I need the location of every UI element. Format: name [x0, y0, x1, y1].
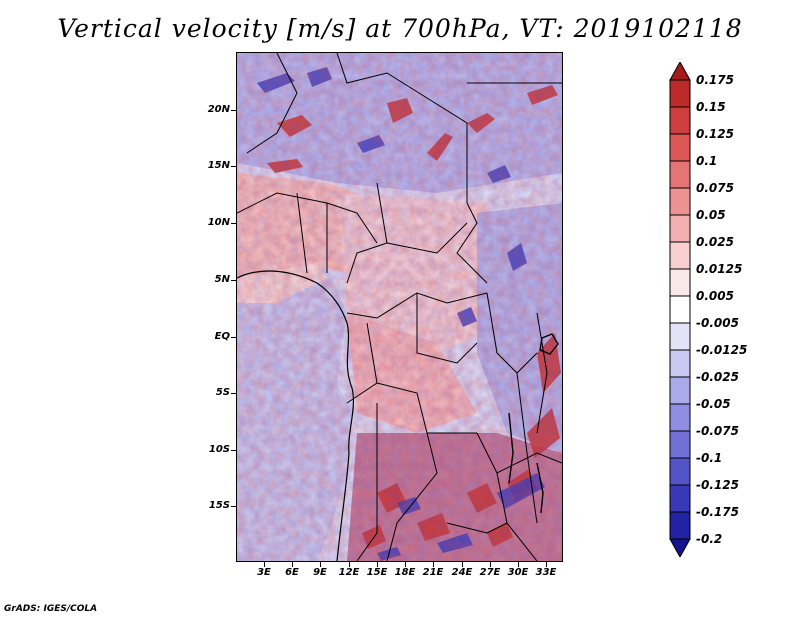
colorbar-swatch [669, 295, 691, 324]
colorbar-level-label: 0.175 [696, 73, 734, 87]
lat-label: 10S [208, 444, 230, 455]
lon-label: 24E [451, 567, 473, 578]
lon-tick [292, 562, 293, 567]
lon-label: 6E [285, 567, 299, 578]
colorbar-level-label: 0.0125 [696, 262, 743, 276]
lat-tick [231, 223, 236, 224]
colorbar [669, 62, 691, 557]
lon-label: 12E [338, 567, 360, 578]
lat-label: 5N [214, 274, 230, 285]
colorbar-top-arrow [669, 62, 691, 81]
colorbar-swatch [669, 187, 691, 216]
lat-tick [231, 393, 236, 394]
lon-label: 15E [366, 567, 388, 578]
coastline [237, 270, 355, 561]
colorbar-swatch [669, 214, 691, 243]
chart-title: Vertical velocity [m/s] at 700hPa, VT: 2… [57, 14, 743, 43]
lon-tick [433, 562, 434, 567]
colorbar-level-label: 0.05 [696, 208, 726, 222]
colorbar-swatch [669, 349, 691, 378]
lon-label: 33E [535, 567, 557, 578]
colorbar-swatch [669, 484, 691, 513]
colorbar-swatch [669, 457, 691, 486]
colorbar-swatch [669, 376, 691, 405]
colorbar-level-label: -0.175 [696, 505, 739, 519]
country-borders [237, 53, 562, 561]
colorbar-level-label: -0.025 [696, 370, 739, 384]
colorbar-level-label: 0.125 [696, 127, 734, 141]
lon-tick [546, 562, 547, 567]
lat-tick [231, 166, 236, 167]
colorbar-swatch [669, 430, 691, 459]
footer-credit: GrADS: IGES/COLA [4, 604, 98, 614]
colorbar-swatch [669, 133, 691, 162]
colorbar-swatch [669, 160, 691, 189]
lon-label: 3E [257, 567, 271, 578]
lat-label: EQ [214, 331, 230, 342]
lon-tick [462, 562, 463, 567]
colorbar-level-label: -0.1 [696, 451, 723, 465]
lat-tick [231, 337, 236, 338]
colorbar-swatch [669, 106, 691, 135]
colorbar-level-label: -0.005 [696, 316, 739, 330]
colorbar-level-label: -0.125 [696, 478, 739, 492]
lon-label: 18E [394, 567, 416, 578]
colorbar-bottom-arrow [669, 538, 691, 557]
lon-label: 9E [313, 567, 327, 578]
colorbar-level-label: 0.025 [696, 235, 734, 249]
colorbar-level-label: -0.0125 [696, 343, 748, 357]
field-noise-blue [237, 53, 562, 561]
colorbar-level-label: 0.15 [696, 100, 726, 114]
colorbar-level-label: 0.075 [696, 181, 734, 195]
lat-tick [231, 450, 236, 451]
lat-label: 5S [215, 387, 230, 398]
lon-tick [405, 562, 406, 567]
lake-malawi [536, 462, 544, 514]
lon-tick [490, 562, 491, 567]
lon-tick [349, 562, 350, 567]
lake-tanganyika [508, 412, 514, 484]
colorbar-swatch [669, 241, 691, 270]
lat-label: 20N [207, 104, 230, 115]
map-panel [236, 52, 563, 562]
lat-label: 10N [207, 217, 230, 228]
colorbar-swatch [669, 403, 691, 432]
colorbar-swatch [669, 79, 691, 108]
lat-tick [231, 280, 236, 281]
colorbar-level-label: 0.1 [696, 154, 718, 168]
colorbar-level-label: -0.05 [696, 397, 731, 411]
lon-tick [320, 562, 321, 567]
lon-label: 21E [422, 567, 444, 578]
colorbar-swatch [669, 322, 691, 351]
lat-label: 15N [207, 160, 230, 171]
lon-label: 27E [479, 567, 501, 578]
lon-tick [264, 562, 265, 567]
colorbar-level-label: -0.2 [696, 532, 723, 546]
lon-tick [518, 562, 519, 567]
colorbar-swatch [669, 511, 691, 540]
colorbar-swatch [669, 268, 691, 297]
vertical-velocity-field [237, 53, 562, 561]
lat-label: 15S [208, 500, 230, 511]
lon-tick [377, 562, 378, 567]
colorbar-level-label: 0.005 [696, 289, 734, 303]
lon-label: 30E [507, 567, 529, 578]
lake-victoria [539, 333, 559, 355]
lat-tick [231, 506, 236, 507]
colorbar-level-label: -0.075 [696, 424, 739, 438]
lat-tick [231, 110, 236, 111]
